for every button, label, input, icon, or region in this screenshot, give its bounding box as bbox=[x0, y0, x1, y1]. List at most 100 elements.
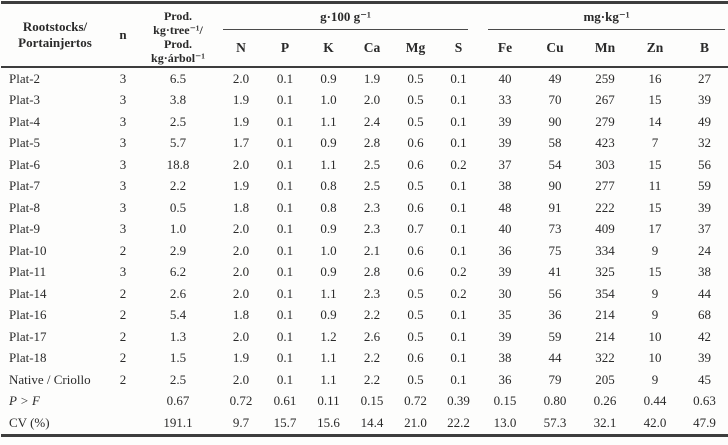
column-header-mg: Mg bbox=[405, 40, 426, 55]
cell-value: 30 bbox=[498, 285, 512, 301]
cell-value: 38 bbox=[498, 178, 512, 194]
cell-n bbox=[109, 412, 137, 435]
cell-value: 32 bbox=[698, 135, 712, 151]
prod-header-line2: kg·tree⁻¹/ bbox=[153, 22, 203, 37]
cell-n: 2 bbox=[119, 371, 127, 387]
cell-value: 0.8 bbox=[320, 178, 337, 194]
cell-value: 1.1 bbox=[320, 371, 337, 387]
cell-value: 0.6 bbox=[407, 242, 424, 258]
cell-value: 1.9 bbox=[232, 350, 250, 366]
cell-value: 0.9 bbox=[320, 307, 337, 323]
cell-value: 423 bbox=[595, 135, 615, 151]
column-header-p: P bbox=[280, 40, 290, 55]
cell-value: 0.15 bbox=[360, 393, 384, 409]
cell-n bbox=[109, 391, 137, 413]
cell-n: 2 bbox=[119, 285, 127, 301]
cell-n: 3 bbox=[119, 92, 127, 108]
cell-value: 0.1 bbox=[276, 113, 294, 129]
cell-value: 2.8 bbox=[363, 264, 381, 280]
table-row: Plat-16 2 5.4 1.8 0.1 0.9 2.2 0.5 0.1 35 36 214 9 68 bbox=[1, 305, 728, 327]
cell-value: 14 bbox=[648, 113, 662, 129]
column-header-mn: Mn bbox=[594, 40, 616, 55]
cell-value: 2.0 bbox=[232, 328, 250, 344]
cell-value: 205 bbox=[595, 371, 615, 387]
cell-value: 44 bbox=[548, 350, 562, 366]
cell-value: 0.1 bbox=[450, 350, 467, 366]
column-header-fe: Fe bbox=[497, 40, 513, 55]
cell-value: 0.1 bbox=[276, 371, 294, 387]
cell-value: 39 bbox=[698, 350, 712, 366]
cell-value: 68 bbox=[698, 307, 712, 323]
cell-value: 15 bbox=[648, 264, 662, 280]
row-label: Plat-10 bbox=[9, 242, 47, 258]
cell-value: 303 bbox=[595, 156, 615, 172]
cell-value: 17 bbox=[648, 221, 662, 237]
cell-value: 2.4 bbox=[363, 113, 381, 129]
prod-header-line1: Prod. bbox=[163, 8, 193, 23]
table-row: Plat-2 3 6.5 2.0 0.1 0.9 1.9 0.5 0.1 40 49 259 16 27 bbox=[1, 67, 728, 90]
cell-value: 1.8 bbox=[232, 199, 250, 215]
cell-value: 47.9 bbox=[693, 414, 716, 430]
cell-value: 0.6 bbox=[407, 350, 424, 366]
cell-value: 1.9 bbox=[232, 178, 250, 194]
cell-value: 214 bbox=[595, 307, 615, 323]
cell-value: 91 bbox=[548, 199, 562, 215]
row-label: Plat-16 bbox=[9, 307, 47, 323]
cell-value: 40 bbox=[498, 70, 512, 86]
cell-value: 191.1 bbox=[163, 414, 193, 430]
cell-value: 2.0 bbox=[232, 285, 250, 301]
cell-value: 9.7 bbox=[232, 414, 250, 430]
cell-value: 38 bbox=[698, 264, 712, 280]
cell-value: 15 bbox=[648, 92, 662, 108]
production-column-header: Prod. kg·tree⁻¹/ Prod. kg·árbol⁻¹ bbox=[137, 3, 219, 68]
cell-value: 39 bbox=[498, 328, 512, 344]
cell-value: 222 bbox=[595, 199, 615, 215]
cell-value: 32.1 bbox=[593, 414, 617, 430]
cell-value: 279 bbox=[595, 113, 615, 129]
cell-value: 0.1 bbox=[276, 221, 294, 237]
cell-value: 0.1 bbox=[450, 242, 467, 258]
cell-value: 0.1 bbox=[276, 350, 294, 366]
cell-value: 0.1 bbox=[450, 92, 467, 108]
cell-value: 0.1 bbox=[450, 307, 467, 323]
cell-value: 0.6 bbox=[407, 156, 424, 172]
cell-value: 2.2 bbox=[363, 371, 381, 387]
macronutrients-unit-label: g·100 g⁻¹ bbox=[223, 4, 469, 30]
row-label: Plat-8 bbox=[9, 199, 41, 215]
cell-value: 13.0 bbox=[493, 414, 517, 430]
cell-value: 0.1 bbox=[450, 199, 467, 215]
cell-value: 0.1 bbox=[450, 178, 467, 194]
cell-n: 3 bbox=[119, 178, 127, 194]
prod-header-line4: kg·árbol⁻¹ bbox=[151, 50, 205, 65]
cell-value: 2.8 bbox=[363, 135, 381, 151]
cell-value: 2.5 bbox=[363, 156, 381, 172]
cell-value: 0.1 bbox=[276, 92, 294, 108]
cell-value: 0.9 bbox=[320, 135, 337, 151]
cell-value: 334 bbox=[595, 242, 615, 258]
cell-value: 277 bbox=[595, 178, 615, 194]
cell-value: 0.7 bbox=[407, 221, 424, 237]
cell-value: 1.1 bbox=[320, 113, 337, 129]
cell-value: 0.1 bbox=[276, 285, 294, 301]
cell-value: 2.0 bbox=[232, 264, 250, 280]
table-header: Rootstocks/ Portainjertos n Prod. kg·tre… bbox=[1, 3, 728, 68]
cell-value: 5.4 bbox=[169, 307, 187, 323]
cell-n: 3 bbox=[119, 199, 127, 215]
cell-value: 2.5 bbox=[169, 113, 187, 129]
cell-value: 75 bbox=[548, 242, 562, 258]
cell-value: 2.2 bbox=[169, 178, 187, 194]
column-header-ca: Ca bbox=[363, 40, 381, 55]
cell-value: 2.2 bbox=[363, 350, 381, 366]
cell-n: 2 bbox=[119, 328, 127, 344]
row-label: Plat-14 bbox=[9, 285, 47, 301]
cell-value: 354 bbox=[595, 285, 615, 301]
cell-value: 41 bbox=[548, 264, 562, 280]
macronutrients-group-header: g·100 g⁻¹ bbox=[219, 3, 480, 30]
rootstocks-column-header: Rootstocks/ Portainjertos bbox=[1, 3, 109, 68]
row-label: Plat-3 bbox=[9, 92, 41, 108]
cell-value: 70 bbox=[548, 92, 562, 108]
cell-value: 0.5 bbox=[407, 178, 424, 194]
table-row: Native / Criollo 2 2.5 2.0 0.1 1.1 2.2 0.5 0.1 36… bbox=[1, 369, 728, 391]
cell-value: 2.0 bbox=[232, 70, 250, 86]
cell-value: 1.1 bbox=[320, 350, 337, 366]
